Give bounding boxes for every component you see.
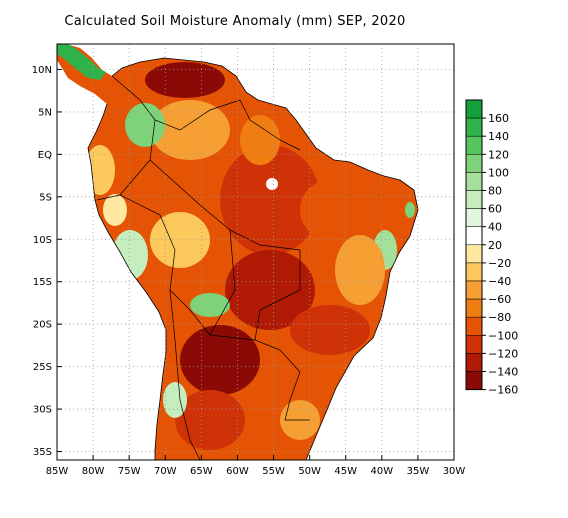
legend-swatch xyxy=(465,262,483,282)
legend-label: −120 xyxy=(488,347,518,360)
lat-tick-label: 5S xyxy=(39,192,52,203)
legend-swatch xyxy=(465,154,483,173)
lat-tick-label: 10N xyxy=(32,65,52,76)
legend-label: −60 xyxy=(488,293,511,306)
legend-swatch xyxy=(465,316,483,336)
legend-label: −40 xyxy=(488,275,511,288)
graticule xyxy=(57,44,454,460)
legend-swatch xyxy=(465,208,483,227)
lat-tick-label: 35S xyxy=(33,447,52,458)
color-legend: 160 140 120 100 80 60 40 20 −20 −40 −60 −80 −100 −120… xyxy=(465,99,518,397)
map-title: Calculated Soil Moisture Anomaly (mm) SE… xyxy=(64,14,406,29)
lon-tick-label: 80W xyxy=(82,466,105,477)
legend-label: −100 xyxy=(488,329,518,342)
legend-label: 160 xyxy=(488,112,509,125)
latitude-axis: 10N 5N EQ 5S 10S 15S 20S 25S 30S 35S xyxy=(32,65,62,458)
longitude-axis: 85W 80W 75W 70W 65W 60W 55W 50W 45W 40W 35W 30W xyxy=(46,455,466,477)
lat-tick-label: EQ xyxy=(38,150,52,161)
lon-tick-label: 50W xyxy=(298,466,321,477)
legend-swatch xyxy=(465,335,483,354)
legend-label: 140 xyxy=(488,130,509,143)
legend-label: 80 xyxy=(488,185,502,198)
legend-swatch xyxy=(465,172,483,191)
lat-tick-label: 30S xyxy=(33,405,52,416)
lat-tick-label: 10S xyxy=(33,235,52,246)
legend-swatch xyxy=(465,280,483,300)
lon-tick-label: 75W xyxy=(118,466,141,477)
legend-swatch xyxy=(465,190,483,209)
lon-tick-label: 70W xyxy=(154,466,177,477)
land-anomaly-field xyxy=(57,44,418,460)
legend-label: −80 xyxy=(488,311,511,324)
legend-label: 60 xyxy=(488,203,502,216)
legend-label: 120 xyxy=(488,148,509,161)
lon-tick-label: 60W xyxy=(226,466,249,477)
legend-swatch xyxy=(465,226,483,246)
legend-label: −140 xyxy=(488,366,518,379)
legend-label: 40 xyxy=(488,221,502,234)
lon-tick-label: 35W xyxy=(407,466,430,477)
legend-label: −160 xyxy=(488,384,518,397)
legend-swatch xyxy=(465,371,483,390)
lat-tick-label: 25S xyxy=(33,362,52,373)
lon-tick-label: 30W xyxy=(443,466,466,477)
legend-swatch xyxy=(465,353,483,372)
legend-label: 20 xyxy=(488,239,502,252)
lat-tick-label: 15S xyxy=(33,277,52,288)
legend-swatch xyxy=(465,298,483,318)
legend-label: 100 xyxy=(488,166,509,179)
lon-tick-label: 40W xyxy=(371,466,394,477)
country-borders xyxy=(96,75,310,460)
legend-swatch xyxy=(465,117,483,137)
legend-swatch xyxy=(465,135,483,155)
lon-tick-label: 85W xyxy=(46,466,69,477)
legend-label: −20 xyxy=(488,257,511,270)
legend-swatch xyxy=(465,244,483,264)
legend-swatch xyxy=(465,99,483,119)
map-frame xyxy=(56,43,455,461)
lon-tick-label: 65W xyxy=(190,466,213,477)
lat-tick-label: 5N xyxy=(38,107,52,118)
lat-tick-label: 20S xyxy=(33,320,52,331)
coastline xyxy=(87,57,419,461)
lon-tick-label: 55W xyxy=(262,466,285,477)
lon-tick-label: 45W xyxy=(334,466,357,477)
